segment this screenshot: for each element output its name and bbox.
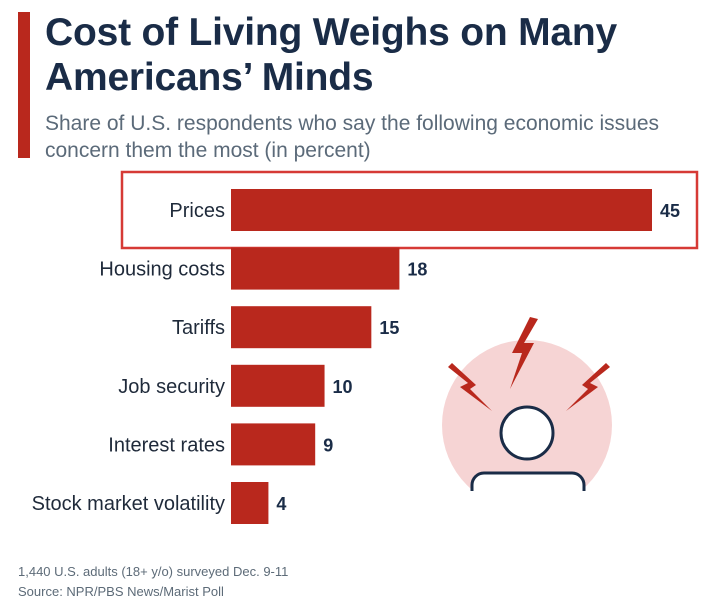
lightning-bolt-left-icon (448, 363, 492, 411)
stressed-person-icon (442, 317, 612, 515)
bar-chart-svg: Prices 45 Housing costs 18 Tariffs 15 Job secu… (32, 170, 699, 524)
category-label: Tariffs (172, 317, 225, 339)
lightning-bolt-center-icon (510, 317, 538, 389)
title-accent-bar (18, 12, 30, 158)
person-head-icon (499, 405, 555, 461)
bar (231, 364, 325, 407)
bar (231, 306, 372, 349)
bar (231, 423, 316, 466)
value-label: 10 (333, 377, 353, 397)
page-title: Cost of Living Weighs on Many Americans’… (45, 11, 617, 99)
source-note: Source: NPR/PBS News/Marist Poll (18, 584, 224, 599)
lightning-bolt-right-icon (566, 363, 610, 411)
value-label: 18 (407, 260, 427, 280)
bar (231, 247, 400, 290)
value-label: 4 (276, 494, 286, 514)
category-label: Prices (169, 200, 225, 222)
bar-chart: Prices 45 Housing costs 18 Tariffs 15 Job secu… (0, 165, 703, 540)
person-body-icon (470, 471, 586, 515)
survey-note: 1,440 U.S. adults (18+ y/o) surveyed Dec… (18, 564, 289, 579)
value-label: 15 (379, 318, 399, 338)
category-label: Interest rates (108, 434, 225, 456)
category-label: Housing costs (99, 259, 225, 281)
highlight-box (120, 170, 699, 250)
footnote: 1,440 U.S. adults (18+ y/o) surveyed Dec… (18, 562, 618, 602)
value-label: 9 (323, 435, 333, 455)
bar (231, 189, 652, 231)
page-subtitle: Share of U.S. respondents who say the fo… (45, 112, 659, 162)
category-label: Stock market volatility (32, 493, 225, 515)
stress-illustration (442, 315, 613, 515)
category-label: Job security (118, 376, 225, 398)
bar (231, 482, 269, 524)
value-label: 45 (660, 201, 680, 221)
